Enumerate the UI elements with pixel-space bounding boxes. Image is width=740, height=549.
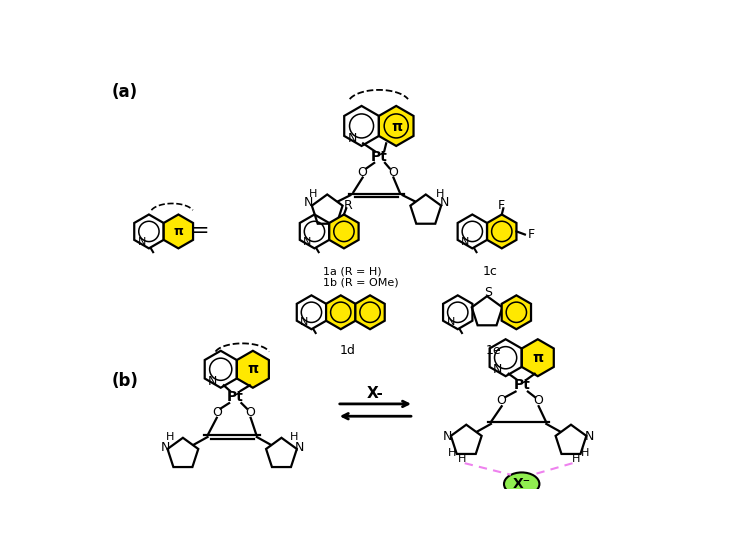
Text: N: N bbox=[295, 440, 304, 453]
Text: S: S bbox=[485, 286, 493, 299]
Text: Pt: Pt bbox=[514, 378, 530, 393]
Polygon shape bbox=[326, 295, 355, 329]
Text: H: H bbox=[309, 189, 317, 199]
Text: 1b (R = OMe): 1b (R = OMe) bbox=[323, 277, 399, 287]
Text: O: O bbox=[388, 166, 398, 178]
Text: N: N bbox=[440, 197, 449, 209]
Text: N: N bbox=[303, 237, 312, 247]
Text: N: N bbox=[585, 430, 594, 442]
Text: Pt: Pt bbox=[227, 390, 243, 404]
Text: H: H bbox=[571, 455, 579, 464]
Text: N: N bbox=[138, 237, 147, 247]
Text: 1e: 1e bbox=[486, 344, 502, 357]
Polygon shape bbox=[502, 295, 531, 329]
Polygon shape bbox=[487, 215, 517, 248]
Text: X-: X- bbox=[367, 385, 384, 401]
Text: π: π bbox=[532, 351, 543, 365]
Text: π: π bbox=[247, 362, 258, 376]
Text: N: N bbox=[161, 440, 170, 453]
Text: O: O bbox=[357, 166, 368, 178]
Text: N: N bbox=[461, 237, 470, 247]
Polygon shape bbox=[164, 215, 193, 248]
Ellipse shape bbox=[504, 473, 539, 496]
Text: H: H bbox=[166, 432, 174, 442]
Polygon shape bbox=[379, 106, 414, 146]
Text: N: N bbox=[207, 375, 217, 388]
Text: O: O bbox=[246, 406, 255, 419]
Text: 1d: 1d bbox=[340, 344, 355, 357]
Text: H: H bbox=[581, 448, 589, 458]
Text: (b): (b) bbox=[111, 372, 138, 390]
Polygon shape bbox=[329, 215, 359, 248]
Text: O: O bbox=[534, 394, 544, 407]
Text: N: N bbox=[492, 363, 502, 376]
Text: N: N bbox=[300, 317, 309, 327]
Text: Pt: Pt bbox=[371, 150, 388, 164]
Text: O: O bbox=[497, 394, 507, 407]
Text: 1a (R = H): 1a (R = H) bbox=[323, 266, 382, 277]
Polygon shape bbox=[237, 351, 269, 388]
Text: H: H bbox=[448, 448, 457, 458]
Text: 1c: 1c bbox=[482, 265, 497, 278]
Text: N: N bbox=[443, 430, 452, 442]
Text: H: H bbox=[290, 432, 299, 442]
Text: X⁻: X⁻ bbox=[513, 477, 531, 491]
Text: π: π bbox=[173, 225, 184, 238]
Text: H: H bbox=[435, 189, 444, 199]
Text: π: π bbox=[391, 120, 403, 134]
Text: O: O bbox=[212, 406, 222, 419]
Text: N: N bbox=[348, 132, 357, 145]
Polygon shape bbox=[522, 339, 554, 376]
Text: H: H bbox=[457, 455, 465, 464]
Text: F: F bbox=[528, 228, 535, 241]
Polygon shape bbox=[355, 295, 385, 329]
Text: N: N bbox=[304, 197, 314, 209]
Text: (a): (a) bbox=[111, 83, 138, 101]
Text: =: = bbox=[191, 221, 209, 242]
Text: R: R bbox=[343, 199, 352, 212]
Text: F: F bbox=[498, 199, 505, 212]
Text: N: N bbox=[447, 317, 455, 327]
